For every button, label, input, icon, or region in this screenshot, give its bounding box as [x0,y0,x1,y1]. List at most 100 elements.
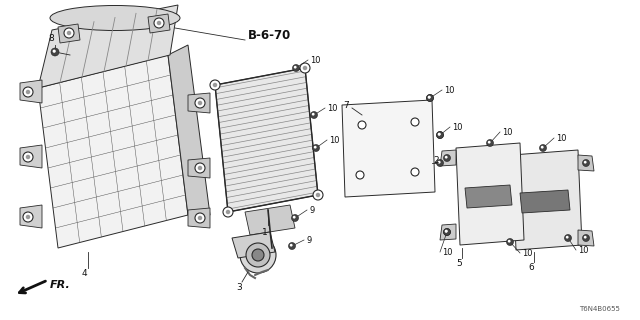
Circle shape [438,161,440,164]
Circle shape [246,243,270,267]
Circle shape [23,212,33,222]
Circle shape [436,132,444,139]
Text: 7: 7 [343,100,349,109]
Circle shape [540,145,547,151]
Text: 10: 10 [327,103,337,113]
Polygon shape [20,80,42,103]
Circle shape [438,133,440,136]
Circle shape [312,145,319,151]
Text: T6N4B0655: T6N4B0655 [579,306,620,312]
Polygon shape [215,68,318,212]
Text: 10: 10 [578,245,589,254]
Circle shape [290,244,292,247]
Text: 10: 10 [442,247,452,257]
Circle shape [444,155,451,162]
Circle shape [291,214,298,221]
Polygon shape [245,205,295,235]
Text: 3: 3 [236,283,242,292]
Circle shape [436,159,444,166]
Circle shape [316,193,320,197]
Circle shape [154,18,164,28]
Circle shape [67,31,71,35]
Polygon shape [520,190,570,213]
Circle shape [26,155,30,159]
Circle shape [356,171,364,179]
Polygon shape [38,55,188,248]
Circle shape [294,66,296,68]
Circle shape [445,230,447,233]
Polygon shape [232,232,275,258]
Circle shape [292,65,300,71]
Circle shape [23,87,33,97]
Circle shape [584,161,587,164]
Text: FR.: FR. [50,280,71,290]
Text: 5: 5 [456,260,461,268]
Circle shape [195,213,205,223]
Polygon shape [440,150,456,166]
Circle shape [212,83,217,87]
Polygon shape [512,150,582,250]
Polygon shape [456,143,524,245]
Text: 9: 9 [306,236,311,244]
Circle shape [582,159,589,166]
Circle shape [314,146,317,148]
Circle shape [52,50,56,53]
Circle shape [23,152,33,162]
Circle shape [428,96,431,99]
Circle shape [26,90,30,94]
Text: 10: 10 [329,135,339,145]
Circle shape [488,141,491,144]
Text: 10: 10 [444,85,454,94]
Circle shape [438,133,440,136]
Polygon shape [578,155,594,171]
Polygon shape [38,5,178,88]
Circle shape [444,228,451,236]
Circle shape [240,237,276,273]
Circle shape [303,66,307,70]
Circle shape [566,236,568,239]
Polygon shape [578,230,594,246]
Circle shape [486,140,493,147]
Circle shape [64,28,74,38]
Circle shape [195,98,205,108]
Polygon shape [188,158,210,178]
Text: 10: 10 [556,133,566,142]
Circle shape [223,207,233,217]
Polygon shape [465,185,512,208]
Polygon shape [188,208,210,228]
Circle shape [293,216,296,219]
Circle shape [157,21,161,25]
Circle shape [289,243,296,250]
Circle shape [426,94,433,101]
Circle shape [445,230,447,233]
Circle shape [51,48,59,56]
Circle shape [252,249,264,261]
Circle shape [358,121,366,129]
Circle shape [582,235,589,242]
Circle shape [428,96,431,99]
Text: B-6-70: B-6-70 [248,28,291,42]
Circle shape [508,240,511,243]
Text: 6: 6 [528,263,534,273]
Circle shape [26,215,30,219]
Circle shape [426,94,433,101]
Circle shape [313,190,323,200]
Polygon shape [20,145,42,168]
Circle shape [300,63,310,73]
Circle shape [411,168,419,176]
Polygon shape [20,205,42,228]
Circle shape [210,80,220,90]
Polygon shape [440,224,456,240]
Circle shape [198,101,202,105]
Text: 9: 9 [309,205,314,214]
Text: 10: 10 [522,249,532,258]
Circle shape [195,163,205,173]
Text: 1: 1 [262,228,268,236]
Text: 8: 8 [48,34,54,43]
Circle shape [564,235,572,242]
Circle shape [310,111,317,118]
Circle shape [445,156,447,159]
Ellipse shape [50,5,180,30]
Circle shape [198,216,202,220]
Text: 2: 2 [433,156,438,164]
